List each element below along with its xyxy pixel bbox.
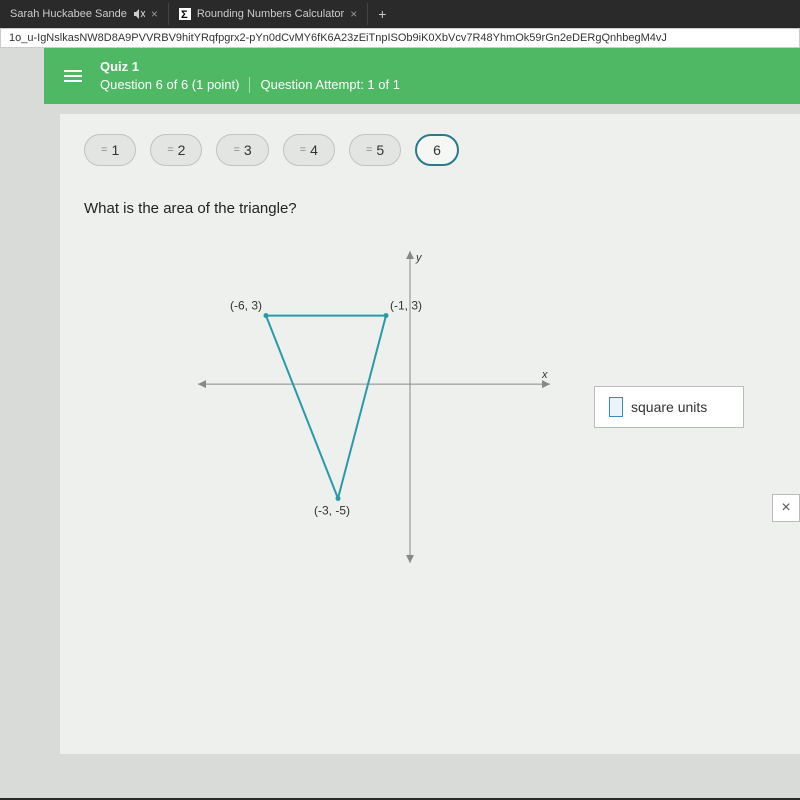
mute-icon <box>133 8 145 20</box>
svg-text:(-3, -5): (-3, -5) <box>314 504 350 518</box>
browser-tab-2[interactable]: Σ Rounding Numbers Calculator × <box>169 3 368 25</box>
browser-tab-1[interactable]: Sarah Huckabee Sande × <box>0 3 169 25</box>
tab-title: Rounding Numbers Calculator <box>197 8 344 20</box>
sigma-icon: Σ <box>179 8 191 20</box>
question-pill-4[interactable]: =4 <box>283 134 335 166</box>
svg-text:(-1, 3): (-1, 3) <box>390 299 422 313</box>
svg-text:(-6, 3): (-6, 3) <box>230 299 262 313</box>
close-icon[interactable]: × <box>151 7 158 21</box>
quiz-title: Quiz 1 <box>100 58 400 76</box>
pill-label: 3 <box>244 142 252 158</box>
svg-text:y: y <box>415 252 423 264</box>
pill-label: 5 <box>376 142 384 158</box>
attempt: Question Attempt: 1 of 1 <box>260 76 399 94</box>
answer-box[interactable]: square units <box>594 386 744 428</box>
answered-marker-icon: = <box>300 144 306 156</box>
content-area: Quiz 1 Question 6 of 6 (1 point) Questio… <box>0 48 800 798</box>
header-text: Quiz 1 Question 6 of 6 (1 point) Questio… <box>100 58 400 94</box>
answered-marker-icon: = <box>167 144 173 156</box>
question-pill-6[interactable]: 6 <box>415 134 459 166</box>
svg-text:x: x <box>541 370 548 382</box>
new-tab-button[interactable]: + <box>368 6 396 22</box>
url-bar[interactable]: 1o_u-IgNslkasNW8D8A9PVVRBV9hitYRqfpgrx2-… <box>0 28 800 48</box>
browser-tabs: Sarah Huckabee Sande × Σ Rounding Number… <box>0 0 800 28</box>
question-pill-1[interactable]: =1 <box>84 134 136 166</box>
question-meta: Question 6 of 6 (1 point) Question Attem… <box>100 76 400 94</box>
answered-marker-icon: = <box>101 144 107 156</box>
question-nav: =1=2=3=4=56 <box>84 134 780 166</box>
pill-label: 1 <box>111 142 119 158</box>
graph: x y (-6, 3) (-1, 3) (-3, -5) <box>194 247 554 567</box>
tab-title: Sarah Huckabee Sande <box>10 8 127 20</box>
pill-label: 6 <box>433 142 441 158</box>
answered-marker-icon: = <box>233 144 239 156</box>
question-of: Question 6 of 6 (1 point) <box>100 76 239 94</box>
main-panel: =1=2=3=4=56 What is the area of the tria… <box>60 114 800 754</box>
divider <box>249 77 250 93</box>
question-text: What is the area of the triangle? <box>84 200 780 217</box>
reset-button[interactable]: × <box>772 494 800 522</box>
svg-text:Σ: Σ <box>181 9 188 20</box>
quiz-header: Quiz 1 Question 6 of 6 (1 point) Questio… <box>44 48 800 104</box>
close-icon[interactable]: × <box>350 7 357 21</box>
answered-marker-icon: = <box>366 144 372 156</box>
pill-label: 4 <box>310 142 318 158</box>
hamburger-icon[interactable] <box>64 70 82 82</box>
question-pill-3[interactable]: =3 <box>216 134 268 166</box>
question-pill-5[interactable]: =5 <box>349 134 401 166</box>
question-pill-2[interactable]: =2 <box>150 134 202 166</box>
pill-label: 2 <box>178 142 186 158</box>
answer-input[interactable] <box>609 397 623 417</box>
answer-units: square units <box>631 399 707 415</box>
graph-row: x y (-6, 3) (-1, 3) (-3, -5) square units <box>84 247 780 567</box>
